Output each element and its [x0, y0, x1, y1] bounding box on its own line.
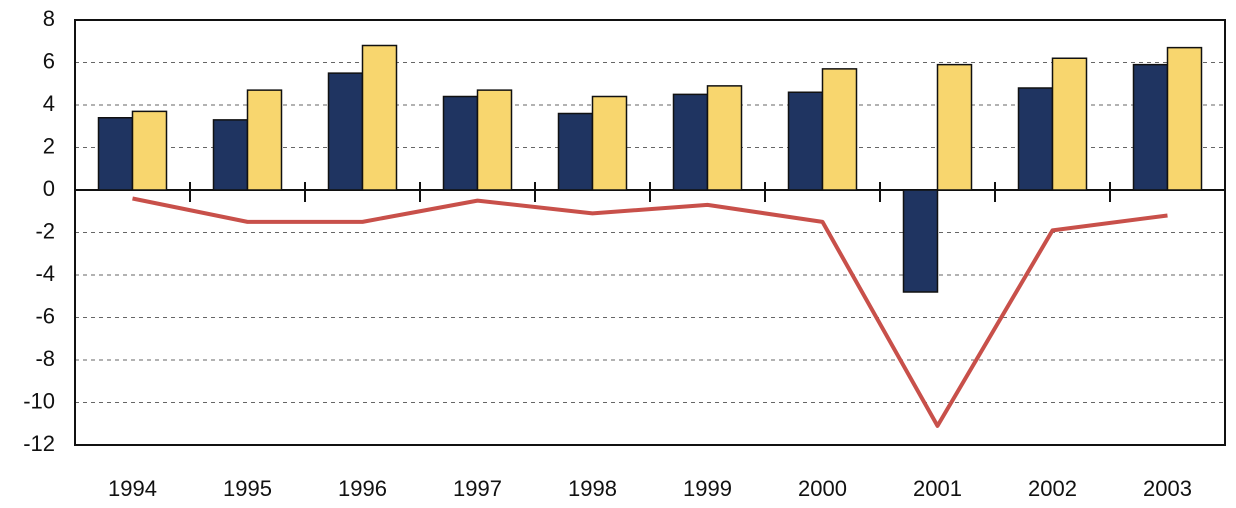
x-tick-label: 2002 [1028, 476, 1077, 501]
y-tick-label: -10 [23, 388, 55, 413]
line-series [132, 196, 1168, 428]
y-tick-label: -12 [23, 431, 55, 456]
x-tick-label: 1996 [338, 476, 387, 501]
y-tick-label: 4 [43, 91, 55, 116]
bar [1166, 46, 1203, 191]
bar [936, 63, 973, 191]
y-tick-label: 6 [43, 48, 55, 73]
x-tick-label: 1995 [223, 476, 272, 501]
x-tick-label: 1999 [683, 476, 732, 501]
bar [97, 117, 134, 191]
y-tick-label: -2 [35, 218, 55, 243]
bar [131, 110, 168, 191]
bar [902, 189, 939, 293]
bar [212, 119, 249, 191]
bar [706, 85, 743, 191]
x-tick-label: 1997 [453, 476, 502, 501]
y-tick-label: -4 [35, 261, 55, 286]
bar [787, 91, 824, 191]
x-tick-label: 2000 [798, 476, 847, 501]
bar [821, 68, 858, 191]
bar [591, 95, 628, 191]
y-tick-label: 8 [43, 6, 55, 31]
y-tick-label: 0 [43, 176, 55, 201]
bar [1051, 57, 1088, 191]
bar [1132, 63, 1169, 191]
x-tick-label: 2001 [913, 476, 962, 501]
y-tick-label: -6 [35, 303, 55, 328]
bar [327, 72, 364, 191]
y-tick-label: -8 [35, 346, 55, 371]
plot-frame [74, 19, 1226, 446]
bar [557, 112, 594, 191]
bar [442, 95, 479, 191]
x-tick-label: 1998 [568, 476, 617, 501]
x-tick-label: 2003 [1143, 476, 1192, 501]
bar [246, 89, 283, 191]
y-tick-label: 2 [43, 133, 55, 158]
bar [672, 93, 709, 191]
x-tick-label: 1994 [108, 476, 157, 501]
bar [361, 44, 398, 191]
bar [476, 89, 513, 191]
bar [1017, 87, 1054, 191]
